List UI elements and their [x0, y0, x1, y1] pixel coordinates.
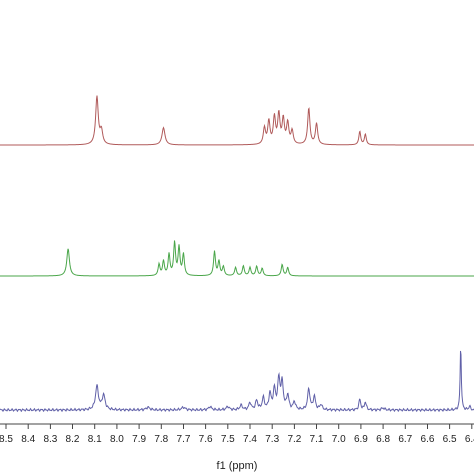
x-tick-label: 7.8: [154, 434, 168, 445]
x-tick-label: 7.0: [332, 434, 346, 445]
x-tick-label: 8.4: [21, 434, 35, 445]
x-tick-label: 8.1: [88, 434, 102, 445]
x-tick-label: 6.9: [354, 434, 368, 445]
x-tick-label: 6.7: [398, 434, 412, 445]
x-tick-label: 7.1: [310, 434, 324, 445]
x-tick-label: 7.4: [243, 434, 257, 445]
spectra-series-layer: [0, 95, 474, 413]
x-tick-label: 8.0: [110, 434, 124, 445]
x-tick-label: 8.2: [66, 434, 80, 445]
spectrum-trace-2: [0, 240, 474, 277]
x-tick-label: 6.5: [443, 434, 457, 445]
x-tick-label: 7.3: [265, 434, 279, 445]
spectrum-trace-3: [0, 350, 474, 413]
x-axis-title: f1 (ppm): [217, 460, 258, 472]
x-tick-label: 7.5: [221, 434, 235, 445]
x-tick-label: 8.5: [0, 434, 13, 445]
x-tick-label: 6.6: [421, 434, 435, 445]
x-tick-label: 6.4: [465, 434, 474, 445]
x-axis: 8.5 8.4 8.3 8.2 8.1 8.0 7.9 7.8 7.7 7.6 7.5 7.4 7.3 7…: [0, 423, 474, 472]
spectrum-trace-1: [0, 95, 474, 146]
x-tick-label: 8.3: [43, 434, 57, 445]
x-tick-label: 6.8: [376, 434, 390, 445]
x-tick-label: 7.2: [287, 434, 301, 445]
x-tick-label: 7.7: [177, 434, 191, 445]
x-axis-ticks: 8.5 8.4 8.3 8.2 8.1 8.0 7.9 7.8 7.7 7.6 7.5 7.4 7.3 7…: [0, 424, 474, 445]
x-tick-label: 7.9: [132, 434, 146, 445]
x-tick-label: 7.6: [199, 434, 213, 445]
